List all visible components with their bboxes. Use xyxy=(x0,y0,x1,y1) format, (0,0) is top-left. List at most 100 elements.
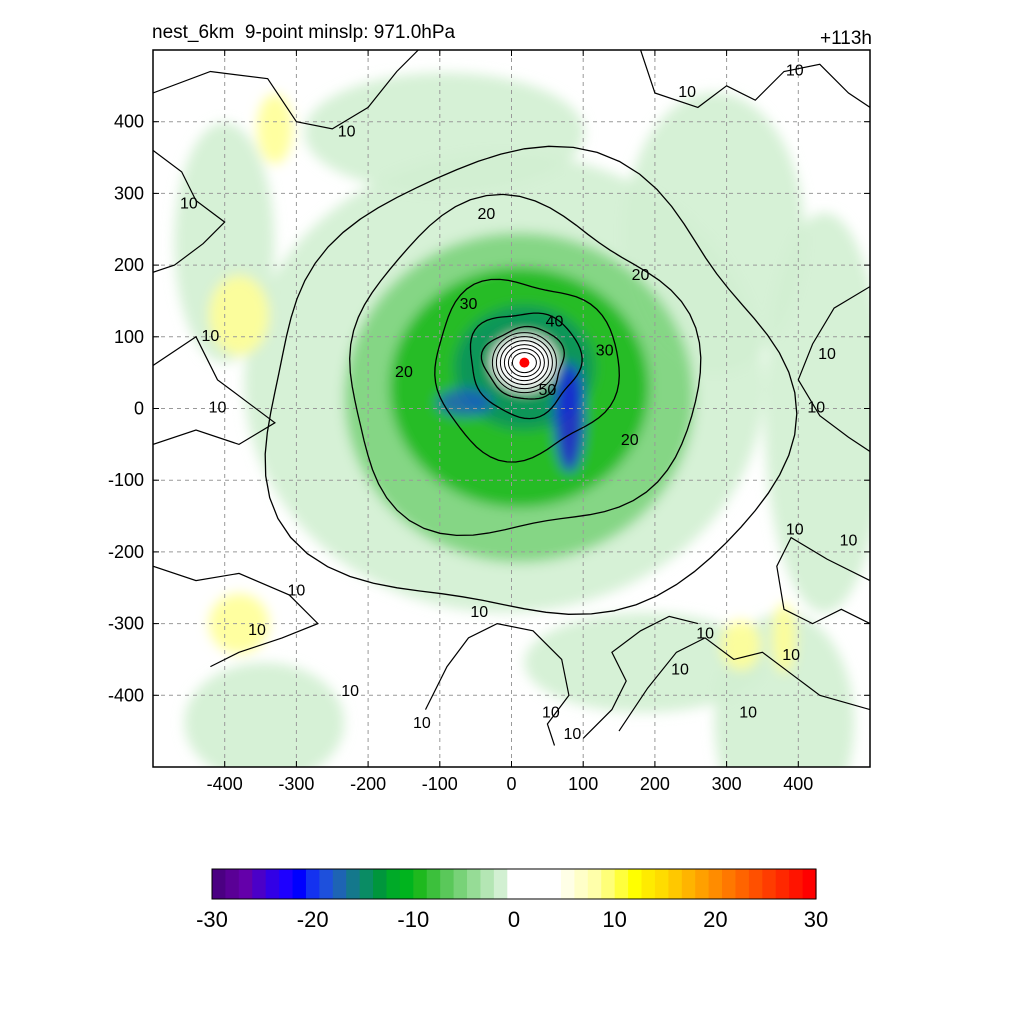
positive-anomaly xyxy=(209,275,270,356)
contour-label: 20 xyxy=(621,432,639,449)
contour-line-10 xyxy=(153,149,226,273)
contour-label: 30 xyxy=(460,296,478,313)
colorbar-swatch xyxy=(507,869,522,899)
colorbar-swatch xyxy=(520,869,535,899)
colorbar-swatch xyxy=(493,869,508,899)
field-patch xyxy=(184,662,345,767)
contour-label: 10 xyxy=(209,400,227,417)
x-axis: -400 -300 -200 -100 0 100 200 300 400 xyxy=(207,50,813,794)
contour-line xyxy=(264,145,798,615)
contour-line-10 xyxy=(153,335,276,446)
colorbar-swatch xyxy=(305,869,320,899)
colorbar-tick-label: 10 xyxy=(602,907,626,932)
colorbar-swatch xyxy=(547,869,562,899)
colorbar-swatch xyxy=(265,869,280,899)
positive-anomaly xyxy=(256,93,293,164)
contour-label: 10 xyxy=(671,661,689,678)
contour-line xyxy=(434,278,620,463)
contour-line-inner xyxy=(495,336,553,390)
x-tick-label: 300 xyxy=(712,774,742,794)
colorbar-swatch xyxy=(601,869,616,899)
colorbar-swatch xyxy=(762,869,777,899)
colorbar-swatch xyxy=(426,869,441,899)
contour-line-10 xyxy=(153,50,419,130)
contour-label: 10 xyxy=(288,583,306,600)
forecast-hour: +113h xyxy=(820,28,872,49)
colorbar: -30 -20 -10 0 10 20 30 xyxy=(196,868,828,932)
colorbar-swatch xyxy=(386,869,401,899)
colorbar-swatch xyxy=(654,869,669,899)
contour-label: 10 xyxy=(201,328,219,345)
contour-label: 10 xyxy=(248,622,266,639)
contour-label: 10 xyxy=(840,532,858,549)
contour-label: 10 xyxy=(341,683,359,700)
x-tick-label: -200 xyxy=(350,774,386,794)
colorbar-swatch xyxy=(346,869,361,899)
contour-line xyxy=(349,193,702,537)
contour-line-10 xyxy=(424,622,570,746)
colorbar-swatch xyxy=(279,869,294,899)
colorbar-tick-label: -20 xyxy=(297,907,329,932)
x-tick-label: -300 xyxy=(278,774,314,794)
contour-line-10 xyxy=(153,565,319,668)
x-tick-label: -400 xyxy=(207,774,243,794)
colorbar-swatch xyxy=(789,869,804,899)
colorbar-swatch xyxy=(641,869,656,899)
contour-line xyxy=(469,312,583,420)
contour-line xyxy=(480,325,565,400)
eyewall-max xyxy=(436,388,493,417)
storm-center-marker xyxy=(519,357,530,368)
colorbar-swatch xyxy=(292,869,307,899)
contour-label: 10 xyxy=(542,704,560,721)
colorbar-swatch xyxy=(695,869,710,899)
colorbar-swatch xyxy=(238,869,253,899)
contour-label: 10 xyxy=(782,647,800,664)
positive-anomaly xyxy=(771,602,796,673)
eyewall-max xyxy=(554,362,585,473)
contour-label: 10 xyxy=(739,704,757,721)
x-tick-label: 0 xyxy=(506,774,516,794)
colorbar-tick-label: -10 xyxy=(397,907,429,932)
colorbar-swatch xyxy=(359,869,374,899)
y-tick-label: -100 xyxy=(108,470,144,490)
colorbar-swatch xyxy=(560,869,575,899)
colorbar-swatch xyxy=(453,869,468,899)
contour-label: 20 xyxy=(478,206,496,223)
colorbar-swatch xyxy=(587,869,602,899)
contour-label: 10 xyxy=(786,63,804,80)
colorbar-swatch xyxy=(534,869,549,899)
x-tick-label: 400 xyxy=(783,774,813,794)
y-axis: -400 -300 -200 -100 0 100 200 300 400 xyxy=(108,112,870,705)
y-tick-label: 400 xyxy=(114,112,144,132)
contour-line-inner xyxy=(511,352,537,374)
colorbar-swatch xyxy=(480,869,495,899)
colorbar-swatch xyxy=(319,869,334,899)
contour-lines xyxy=(153,50,870,746)
colorbar-swatch xyxy=(668,869,683,899)
contour-label: 20 xyxy=(632,267,650,284)
contour-label: 10 xyxy=(470,604,488,621)
colorbar-swatch xyxy=(614,869,629,899)
contour-label: 10 xyxy=(564,726,582,743)
colorbar-swatch xyxy=(628,869,643,899)
y-tick-label: 200 xyxy=(114,255,144,275)
contour-line-10 xyxy=(582,615,699,739)
plot-title: nest_6km 9-point minslp: 971.0hPa xyxy=(152,22,456,43)
colorbar-swatch xyxy=(399,869,414,899)
contour-line-10 xyxy=(776,536,870,625)
field-patch xyxy=(764,212,870,613)
colorbar-swatch xyxy=(681,869,696,899)
y-tick-label: -200 xyxy=(108,542,144,562)
colorbar-tick-label: 30 xyxy=(804,907,828,932)
field-patch xyxy=(624,92,805,373)
contour-line-inner xyxy=(499,340,549,386)
contour-label: 10 xyxy=(413,715,431,732)
colorbar-tick-label: -30 xyxy=(196,907,228,932)
colorbar-swatch xyxy=(735,869,750,899)
positive-anomaly xyxy=(209,593,270,654)
contour-label: 20 xyxy=(395,364,413,381)
colorbar-swatch xyxy=(722,869,737,899)
colorbar-swatch xyxy=(212,869,227,899)
